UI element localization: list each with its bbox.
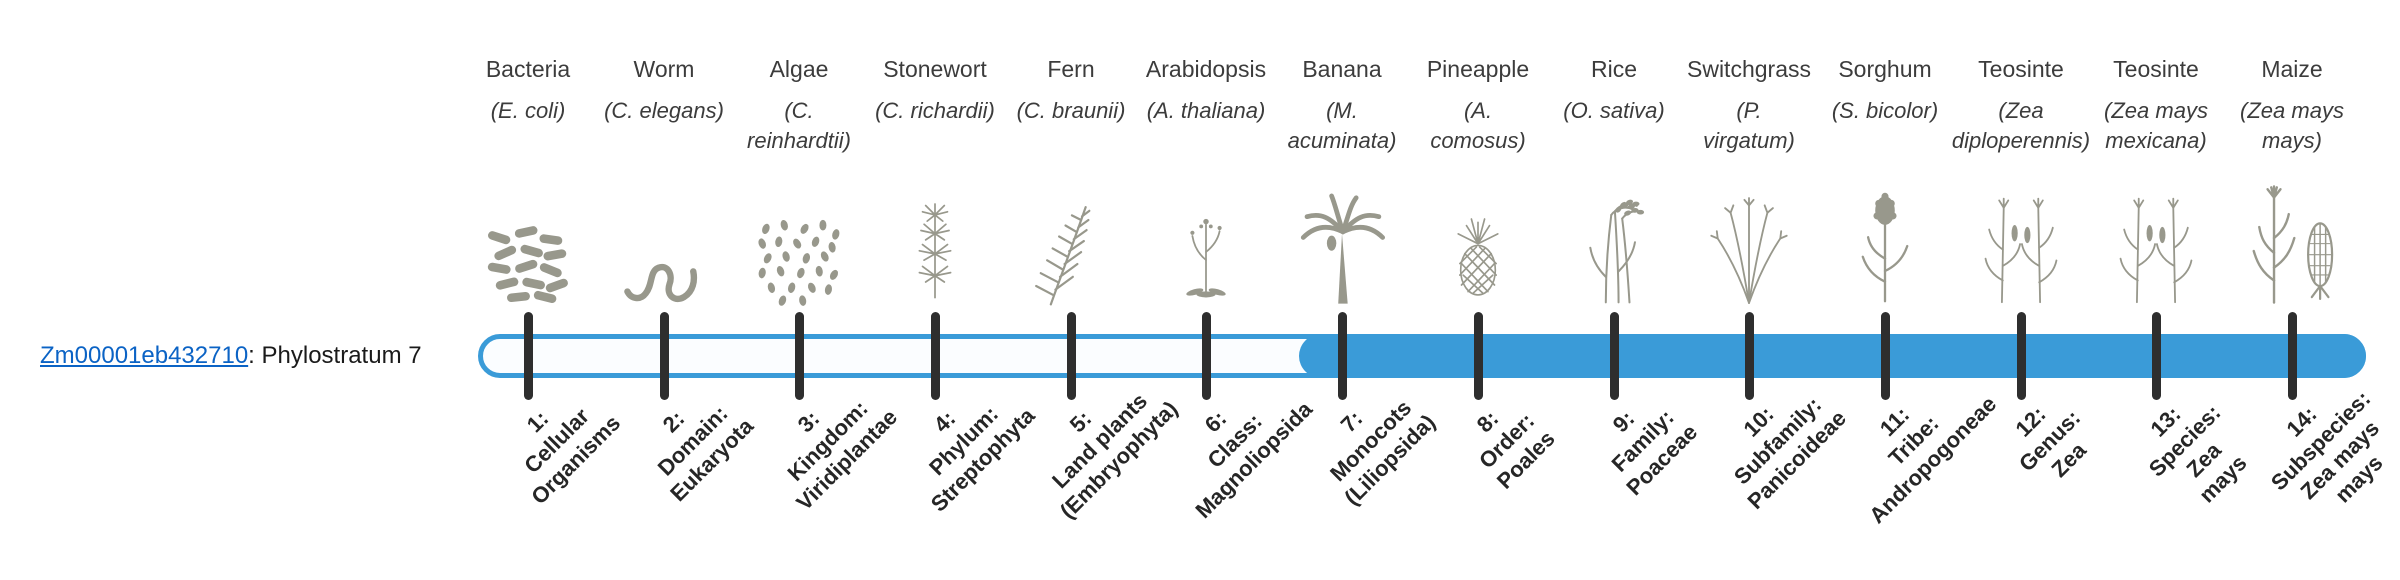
worm-icon bbox=[594, 170, 734, 308]
phylostratum-label-text: 9: Family: Poaceae bbox=[1606, 404, 1703, 501]
fern-icon bbox=[1001, 170, 1141, 308]
organism-scientific-name: (C. richardii) bbox=[875, 98, 995, 123]
pineapple-icon bbox=[1408, 170, 1548, 308]
phylostratum-label-text: 4: Phylum: Streptophyta bbox=[924, 401, 1040, 517]
organism-name: Pineapple bbox=[1426, 56, 1530, 82]
phylostratum-label-text: 7: Monocots (Liliopsida) bbox=[1325, 395, 1441, 511]
organism-name: Banana bbox=[1302, 56, 1382, 82]
organism-name: Arabidopsis bbox=[1145, 56, 1267, 82]
phylostratum-tick bbox=[1066, 312, 1076, 400]
phylostratum-label-text: 10: Subfamily: Panicoideae bbox=[1729, 392, 1851, 514]
teosinte-icon bbox=[2086, 170, 2226, 308]
phylostratum-label-text: 2: Domain: Eukaryota bbox=[652, 400, 759, 507]
phylostratum-label-text: 3: Kingdom: Viridiplantae bbox=[782, 395, 903, 516]
phylostratum-tick bbox=[930, 312, 940, 400]
organism-name: Teosinte bbox=[1978, 56, 2064, 82]
phylostratum-label-text: 13: Species: Zea mays bbox=[2143, 399, 2252, 508]
banana-icon bbox=[1272, 170, 1412, 308]
phylostratum-label-text: 6: Class: Magnoliopsida bbox=[1190, 396, 1318, 524]
phylostratum-tick bbox=[2287, 312, 2297, 400]
organism-name: Maize bbox=[2261, 56, 2323, 82]
phylostratum-label-text: 14: Subspecies: Zea mays mays bbox=[2265, 385, 2388, 508]
stonewort-icon bbox=[865, 170, 1005, 308]
phylostratum-tick bbox=[1609, 312, 1619, 400]
organism-name: Bacteria bbox=[485, 56, 571, 82]
phylostratum-label-text: 12: Genus: Zea bbox=[2010, 401, 2091, 482]
rice-icon bbox=[1544, 170, 1684, 308]
phylostratum-tick bbox=[659, 312, 669, 400]
organism-scientific-name: (E. coli) bbox=[490, 98, 566, 123]
phylostratum-tick bbox=[1880, 312, 1890, 400]
organism-name: Rice bbox=[1590, 56, 1637, 82]
algae-icon bbox=[729, 170, 869, 308]
organism-scientific-name: (P. virgatum) bbox=[1703, 98, 1795, 153]
organism-name: Switchgrass bbox=[1687, 56, 1811, 82]
organism-name: Algae bbox=[769, 56, 829, 82]
phylostratum-label-text: 11: Tribe: Andropogoneae bbox=[1864, 391, 2002, 529]
organism-scientific-name: (C. braunii) bbox=[1016, 98, 1126, 123]
organism-scientific-name: (C. reinhardtii) bbox=[747, 98, 851, 153]
gene-phylostratum-text: : Phylostratum 7 bbox=[248, 342, 422, 369]
organism-scientific-name: (S. bicolor) bbox=[1831, 98, 1939, 123]
organism-scientific-name: (C. elegans) bbox=[604, 98, 724, 123]
organism-scientific-name: (O. sativa) bbox=[1563, 98, 1665, 123]
phylostratum-tick bbox=[1473, 312, 1483, 400]
bacteria-icon bbox=[458, 170, 598, 308]
organism-name: Stonewort bbox=[883, 56, 987, 82]
phylostratum-label-text: 5: Land plants (Embryophyta) bbox=[1047, 388, 1183, 524]
gene-id-link[interactable]: Zm00001eb432710 bbox=[40, 342, 249, 369]
organism-scientific-name: (Zea mays mexicana) bbox=[2104, 98, 2208, 153]
arabidopsis-icon bbox=[1136, 170, 1276, 308]
phylostratum-label-text: 8: Order: Poales bbox=[1471, 405, 1560, 494]
sorghum-icon bbox=[1815, 170, 1955, 308]
phylostratum-tick bbox=[523, 312, 533, 400]
organism-scientific-name: (Zea diploperennis) bbox=[1951, 98, 2091, 153]
organism-scientific-name: (Zea mays mays) bbox=[2240, 98, 2344, 153]
switchgrass-icon bbox=[1679, 170, 1819, 308]
organism-name: Fern bbox=[1047, 56, 1095, 82]
organism-scientific-name: (A. comosus) bbox=[1430, 98, 1526, 153]
phylostratum-tick bbox=[1744, 312, 1754, 400]
organism-scientific-name: (M. acuminata) bbox=[1287, 98, 1397, 153]
teosinte-icon bbox=[1951, 170, 2091, 308]
bar-fill bbox=[1299, 334, 2366, 378]
phylostratum-tick bbox=[794, 312, 804, 400]
maize-icon bbox=[2222, 170, 2362, 308]
phylostratum-tick bbox=[2151, 312, 2161, 400]
gene-label: Zm00001eb432710: Phylostratum 7 bbox=[40, 342, 422, 370]
organism-name: Worm bbox=[633, 56, 695, 82]
phylostratum-label-text: 1: Cellular Organisms bbox=[519, 403, 626, 510]
phylostratum-tick bbox=[1337, 312, 1347, 400]
organism-scientific-name: (A. thaliana) bbox=[1146, 98, 1266, 123]
phylostrata-bar bbox=[478, 334, 2366, 378]
phylostratum-tick bbox=[2016, 312, 2026, 400]
organism-name: Teosinte bbox=[2113, 56, 2199, 82]
organism-name: Sorghum bbox=[1838, 56, 1932, 82]
phylostratum-tick bbox=[1201, 312, 1211, 400]
